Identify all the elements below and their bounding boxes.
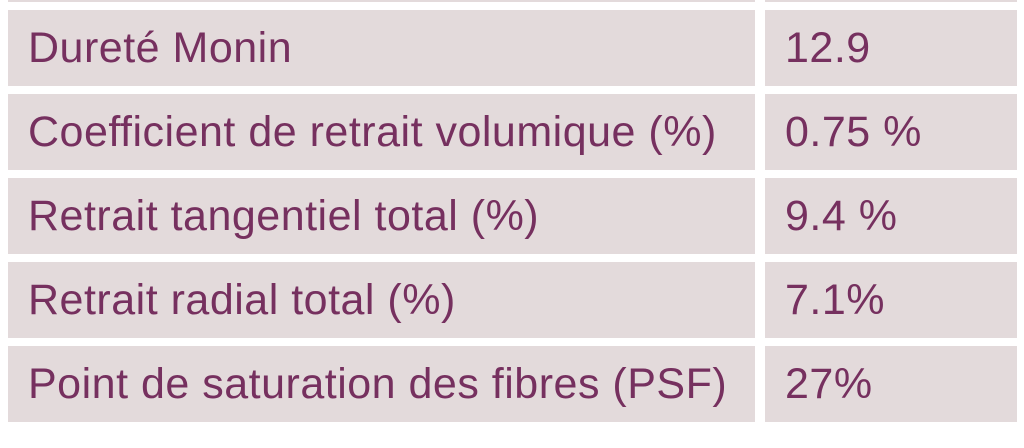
property-label: Coefficient de retrait volumique (%)	[8, 94, 755, 170]
property-value: 0.75 %	[765, 94, 1017, 170]
property-label: Dureté Monin	[8, 10, 755, 86]
table-row: Coefficient de retrait volumique (%) 0.7…	[8, 94, 1017, 170]
table-row: Dureté Monin 12.9	[8, 10, 1017, 86]
property-value: 27%	[765, 346, 1017, 422]
table-row: Retrait radial total (%) 7.1%	[8, 262, 1017, 338]
property-value: 12.9	[765, 10, 1017, 86]
cropped-label-cell	[8, 0, 755, 2]
table-row: Point de saturation des fibres (PSF) 27%	[8, 346, 1017, 422]
property-label: Point de saturation des fibres (PSF)	[8, 346, 755, 422]
property-label: Retrait tangentiel total (%)	[8, 178, 755, 254]
table-row: Retrait tangentiel total (%) 9.4 %	[8, 178, 1017, 254]
cropped-value-cell	[765, 0, 1017, 2]
property-label: Retrait radial total (%)	[8, 262, 755, 338]
property-value: 7.1%	[765, 262, 1017, 338]
wood-properties-table: Dureté Monin 12.9 Coefficient de retrait…	[8, 0, 1017, 422]
table-row-cropped	[8, 0, 1017, 2]
property-value: 9.4 %	[765, 178, 1017, 254]
